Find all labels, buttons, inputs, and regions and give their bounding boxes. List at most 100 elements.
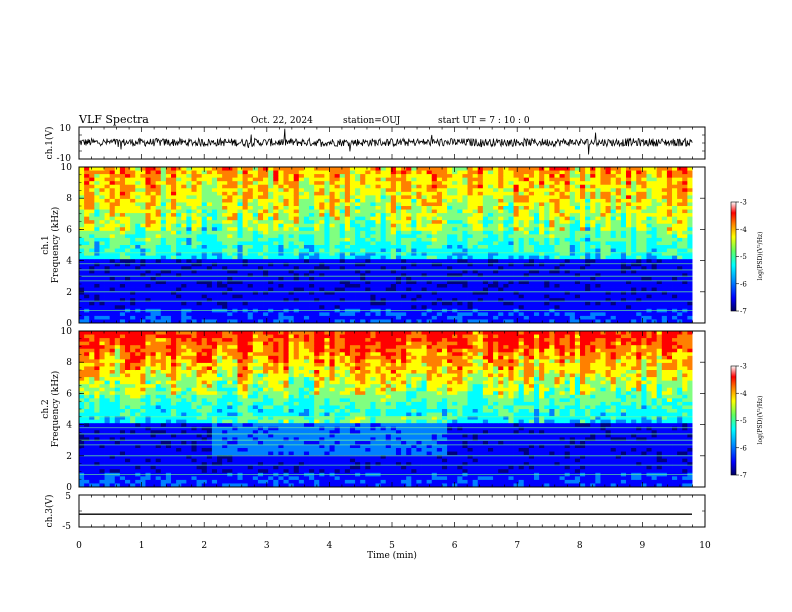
spectrogram-cell [344,198,351,203]
spectrogram-cell [140,234,146,239]
spectrogram-cell [360,252,366,257]
spectrogram-cell [523,223,530,228]
spectrogram-cell [263,284,269,288]
spectrogram-cell [273,248,279,253]
spectrogram-cell [620,184,627,189]
spectrogram-cell [181,269,187,274]
spectrogram-cell [319,252,325,257]
spectrogram-cell [462,294,468,299]
spectrogram-cell [191,188,197,193]
spectrogram-cell [114,245,121,249]
spectrogram-cell [165,298,172,303]
spectrogram-cell [585,312,591,317]
spectrogram-cell [309,248,315,253]
spectrogram-cell [155,248,162,253]
spectrogram-cell [298,284,305,288]
spectrogram-cell [150,291,157,296]
spectrogram-cell [329,312,336,317]
spectrogram-cell [257,202,264,207]
spectrogram-cell [554,195,560,200]
spectrogram-cell [181,170,187,175]
spectrogram-cell [631,301,637,306]
spectrogram-cell [370,213,376,218]
spectrogram-cell [600,191,606,196]
spectrogram-cell [89,206,95,210]
spectrogram-cell [493,301,499,306]
spectrogram-cell [217,255,223,260]
spectrogram-cell [319,269,325,274]
spectrogram-cell [309,230,315,235]
spectrogram-cell [493,170,499,175]
spectrogram-cell [349,241,356,246]
spectrogram-cell [130,315,136,320]
spectrogram-cell [631,209,637,214]
spectrogram-cell [498,305,504,310]
spectrogram-cell [181,312,187,317]
spectrogram-cell [237,202,243,207]
spectrogram-cell [600,181,606,186]
spectrogram-cell [319,227,325,232]
spectrogram-cell [539,269,545,274]
spectrogram-cell [620,213,627,218]
spectrogram-cell [636,227,642,232]
spectrogram-cell [339,216,346,221]
spectrogram-cell [395,298,402,303]
spectrogram-cell [641,259,647,264]
spectrogram-cell [257,174,264,179]
spectrogram-cell [196,209,203,214]
spectrogram-cell [329,181,336,186]
spectrogram-cell [171,174,177,179]
spectrogram-cell [641,262,647,267]
spectrogram-cell [590,291,596,296]
spectrogram-cell [79,223,85,228]
spectrogram-cell [201,191,208,196]
spectrogram-cell [206,227,213,232]
spectrogram-cell [355,188,361,193]
spectrogram-cell [339,177,346,182]
spectrogram-cell [344,312,351,317]
spectrogram-cell [534,181,540,186]
spectrogram-cell [314,184,320,189]
spectrogram-cell [303,287,310,292]
spectrogram-cell [186,241,192,246]
spectrogram-cell [252,305,259,310]
spectrogram-cell [263,206,269,210]
spectrogram-cell [84,202,90,207]
spectrogram-cell [130,276,136,281]
spectrogram-cell [605,252,612,257]
spectrogram-cell [201,237,208,242]
spectrogram-cell [395,252,402,257]
spectrogram-cell [165,223,172,228]
spectrogram-cell [145,234,151,239]
spectrogram-cell [217,213,223,218]
spectrogram-cell [487,262,494,267]
spectrogram-cell [119,298,126,303]
spectrogram-cell [477,273,484,278]
spectrogram-cell [309,319,315,324]
spectrogram-cell [370,315,376,320]
spectrogram-cell [104,174,111,179]
spectrogram-cell [493,234,499,239]
spectrogram-cell [539,252,545,257]
spectrogram-cell [549,206,555,210]
spectrogram-cell [457,255,463,260]
spectrogram-cell [135,273,141,278]
spectrogram-cell [171,305,177,310]
spectrogram-cell [370,273,376,278]
spectrogram-cell [334,191,341,196]
spectrogram-cell [626,291,632,296]
spectrogram-cell [482,237,489,242]
spectrogram-cell [493,280,499,285]
spectrogram-cell [544,167,550,171]
spectrogram-cell [441,230,448,235]
spectrogram-cell [349,262,356,267]
spectrogram-cell [375,262,382,267]
spectrogram-cell [324,255,330,260]
spectrogram-cell [268,273,274,278]
spectrogram-cell [559,255,566,260]
spectrogram-cell [79,262,85,267]
spectrogram-cell [431,259,438,264]
spectrogram-cell [227,195,233,200]
spectrogram-cell [334,269,341,274]
spectrogram-cell [181,237,187,242]
